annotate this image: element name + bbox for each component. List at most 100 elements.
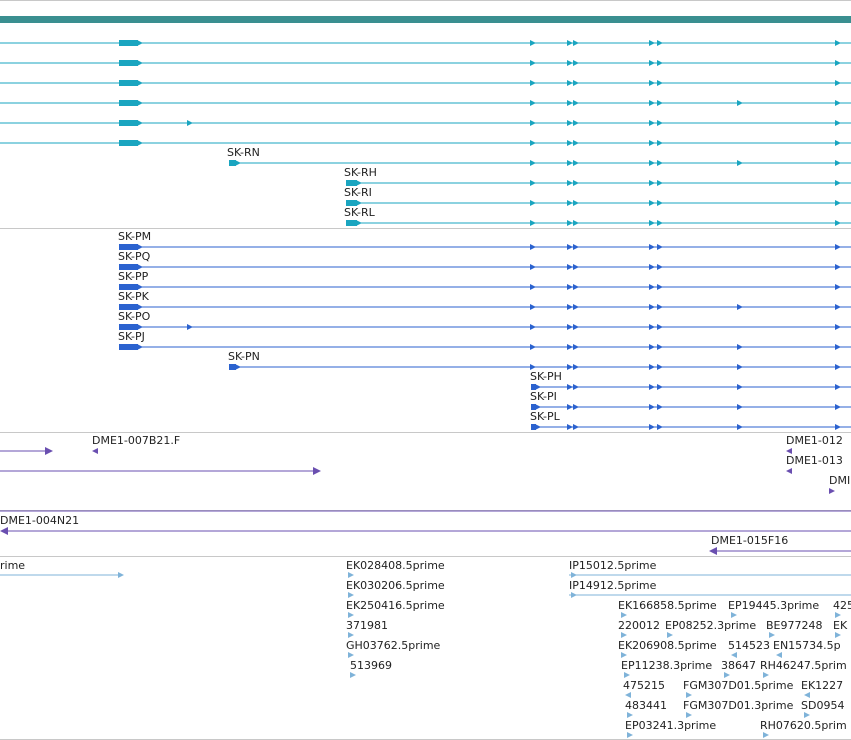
exon-arrow bbox=[137, 324, 143, 330]
transcript-row[interactable]: SK-PL bbox=[530, 410, 851, 430]
est-feature[interactable]: RH46247.5prim bbox=[760, 659, 847, 678]
transcript-row[interactable] bbox=[0, 120, 851, 126]
est-feature[interactable]: rime bbox=[0, 559, 124, 578]
transcript-row[interactable]: SK-PK bbox=[118, 290, 851, 310]
est-feature[interactable]: 514523 bbox=[728, 639, 770, 658]
est-feature[interactable]: 513969 bbox=[350, 659, 392, 678]
transcript-row[interactable]: SK-PM bbox=[118, 230, 851, 250]
est-feature[interactable]: EK1227 bbox=[801, 679, 843, 698]
clone-row[interactable]: DME1-004N21 bbox=[0, 514, 851, 535]
est-feature[interactable]: EN15734.5p bbox=[773, 639, 841, 658]
transcript-row[interactable]: SK-PJ bbox=[118, 330, 851, 350]
est-feature[interactable]: 483441 bbox=[625, 699, 667, 718]
feature-label: SK-PN bbox=[228, 350, 260, 363]
est-feature[interactable]: EK250416.5prime bbox=[346, 599, 445, 618]
est-feature[interactable]: BE977248 bbox=[766, 619, 823, 638]
exon-arrow bbox=[737, 344, 743, 350]
transcript-row[interactable] bbox=[0, 100, 851, 106]
exon-arrow bbox=[567, 264, 573, 270]
transcript-row[interactable] bbox=[0, 140, 851, 146]
transcript-row[interactable]: SK-RI bbox=[344, 186, 851, 206]
exon-arrow bbox=[137, 120, 143, 126]
est-feature[interactable]: 371981 bbox=[346, 619, 388, 638]
est-feature[interactable]: 425 bbox=[833, 599, 851, 618]
exon-arrow bbox=[649, 364, 655, 370]
est-feature[interactable]: EK166858.5prime bbox=[618, 599, 717, 618]
exon-arrow bbox=[657, 364, 663, 370]
feature-label: EK206908.5prime bbox=[618, 639, 717, 652]
transcript-row[interactable] bbox=[0, 60, 851, 66]
est-track[interactable]: rime EK028408.5prime EK030206.5prime EK2504… bbox=[0, 559, 851, 738]
clone-row[interactable]: DMI bbox=[829, 474, 850, 494]
clone-track[interactable]: DME1-007B21.F DME1-012 DME1-013 DMI DME1-004… bbox=[0, 434, 851, 555]
transcript-row[interactable] bbox=[0, 40, 851, 46]
transcript-row[interactable]: SK-PH bbox=[530, 370, 851, 390]
exon-arrow bbox=[530, 344, 536, 350]
transcript-row[interactable]: SK-PO bbox=[118, 310, 851, 330]
exon-arrow bbox=[137, 264, 143, 270]
est-feature[interactable]: EK206908.5prime bbox=[618, 639, 717, 658]
exon-arrow bbox=[835, 244, 841, 250]
est-feature[interactable]: EP19445.3prime bbox=[728, 599, 819, 618]
exon-arrow bbox=[804, 692, 810, 698]
est-feature[interactable]: EP03241.3prime bbox=[625, 719, 716, 738]
est-feature[interactable]: EK bbox=[833, 619, 848, 638]
est-feature[interactable]: IP15012.5prime bbox=[569, 559, 851, 578]
clone-row[interactable]: DME1-012 bbox=[786, 434, 843, 454]
est-feature[interactable]: 38647 bbox=[721, 659, 756, 678]
transcript-row[interactable]: SK-PP bbox=[118, 270, 851, 290]
est-feature[interactable]: EK028408.5prime bbox=[346, 559, 445, 578]
exon-block bbox=[119, 80, 138, 86]
transcript-row[interactable]: SK-PN bbox=[228, 350, 851, 370]
exon-arrow bbox=[567, 304, 573, 310]
transcript-row[interactable]: SK-RH bbox=[344, 166, 851, 186]
exon-arrow bbox=[567, 140, 573, 146]
exon-arrow bbox=[657, 324, 663, 330]
feature-label: EK030206.5prime bbox=[346, 579, 445, 592]
est-feature[interactable]: EP08252.3prime bbox=[665, 619, 756, 638]
exon-arrow bbox=[649, 40, 655, 46]
exon-block bbox=[119, 40, 138, 46]
transcript-row[interactable]: SK-PQ bbox=[118, 250, 851, 270]
est-feature[interactable]: FGM307D01.5prime bbox=[683, 679, 794, 698]
exon-arrow bbox=[573, 304, 579, 310]
transcript-row[interactable]: SK-PI bbox=[530, 390, 851, 410]
feature-label: EN15734.5p bbox=[773, 639, 841, 652]
exon-arrow bbox=[657, 404, 663, 410]
est-feature[interactable]: EK030206.5prime bbox=[346, 579, 445, 598]
est-feature[interactable]: RH07620.5prim bbox=[760, 719, 847, 738]
clone-row[interactable]: DME1-007B21.F bbox=[92, 434, 180, 454]
exon-arrow bbox=[763, 732, 769, 738]
clone-row[interactable] bbox=[0, 467, 321, 475]
exon-arrow bbox=[649, 324, 655, 330]
clone-row[interactable]: DME1-015F16 bbox=[709, 534, 851, 555]
exon-arrow bbox=[686, 692, 692, 698]
gene-summary-bar[interactable] bbox=[0, 16, 851, 23]
feature-label: IP15012.5prime bbox=[569, 559, 657, 572]
est-feature[interactable]: FGM307D01.3prime bbox=[683, 699, 794, 718]
est-feature[interactable]: 475215 bbox=[623, 679, 665, 698]
transcript-row[interactable]: SK-RL bbox=[344, 206, 851, 226]
transcript-row[interactable] bbox=[0, 80, 851, 86]
est-feature[interactable]: GH03762.5prime bbox=[346, 639, 441, 658]
feature-label: SK-RL bbox=[344, 206, 376, 219]
clone-row[interactable] bbox=[0, 447, 53, 455]
est-feature[interactable]: 220012 bbox=[618, 619, 660, 638]
exon-arrow bbox=[835, 100, 841, 106]
transcript-track-cyan[interactable]: SK-RN SK-RH SK-RI SK-RL bbox=[0, 40, 851, 226]
est-feature[interactable]: EP11238.3prime bbox=[621, 659, 712, 678]
exon-arrow bbox=[657, 40, 663, 46]
exon-block bbox=[119, 60, 138, 66]
est-feature[interactable]: SD0954 bbox=[801, 699, 844, 718]
clone-row[interactable]: DME1-013 bbox=[786, 454, 843, 474]
est-feature[interactable]: IP14912.5prime bbox=[569, 579, 851, 598]
feature-label: DME1-013 bbox=[786, 454, 843, 467]
exon-arrow bbox=[530, 140, 536, 146]
transcript-row[interactable]: SK-RN bbox=[227, 146, 851, 166]
exon-arrow bbox=[829, 488, 835, 494]
exon-arrow bbox=[621, 652, 627, 658]
transcript-track-blue[interactable]: SK-PM SK-PQ SK-PP SK-PK SK-PO SK-PJ SK-PN SK-PH… bbox=[118, 230, 851, 430]
exon-arrow bbox=[731, 612, 737, 618]
exon-arrow bbox=[657, 220, 663, 226]
gene-summary-track[interactable] bbox=[0, 16, 851, 23]
